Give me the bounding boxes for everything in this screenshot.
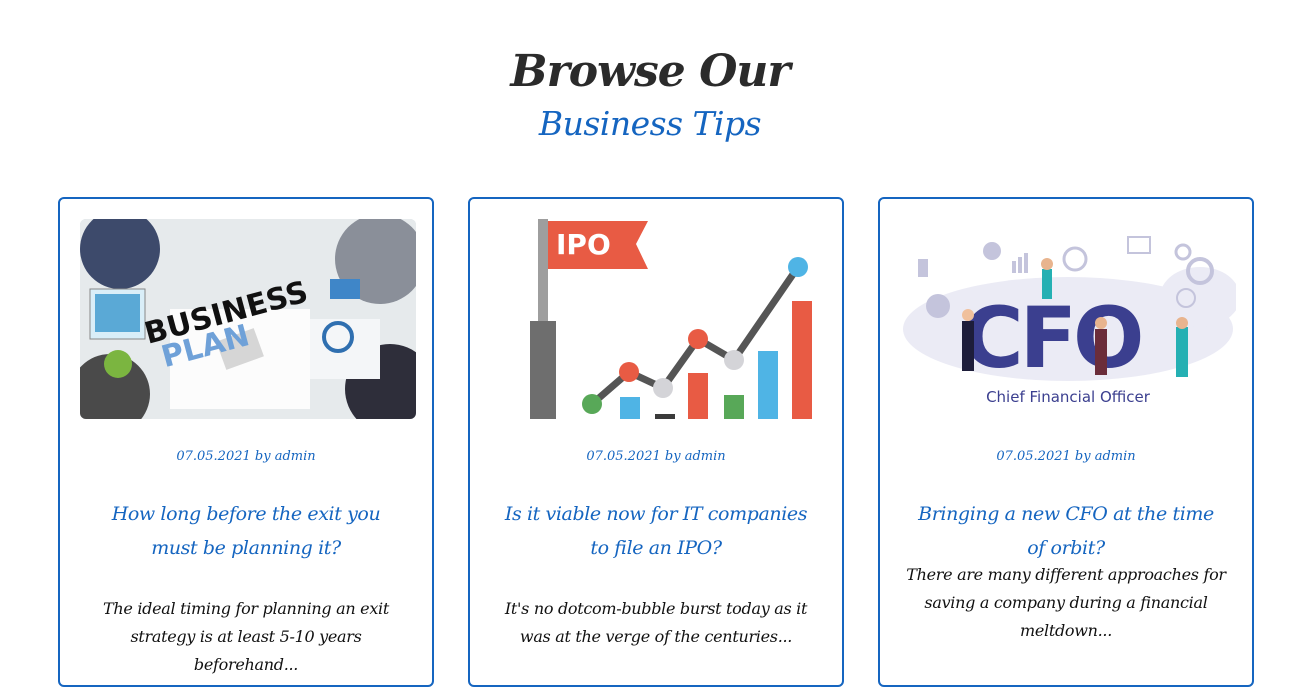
section-subtitle: Business Tips xyxy=(538,104,762,143)
post-title-link[interactable]: Is it viable now for IT companies to fil… xyxy=(504,503,808,559)
post-meta: 07.05.2021 by admin xyxy=(470,449,842,464)
post-by: by xyxy=(254,449,271,464)
post-card: CFO Chief Financial Officer 07.05.2021 b… xyxy=(878,197,1254,687)
post-meta: 07.05.2021 by admin xyxy=(60,449,432,464)
post-card: BUSINESS PLAN 07.05.2021 by admin How lo… xyxy=(58,197,434,687)
section-title: Browse Our xyxy=(510,46,790,97)
post-excerpt: It's no dotcom-bubble burst today as it … xyxy=(504,599,808,646)
post-date[interactable]: 07.05.2021 xyxy=(996,449,1071,464)
post-thumbnail-cfo[interactable]: CFO Chief Financial Officer xyxy=(900,219,1236,419)
post-card: IPO 07.05.2021 by admin Is it viable no xyxy=(468,197,844,687)
section-heading: Browse Our Business Tips xyxy=(0,0,1300,146)
post-by: by xyxy=(664,449,681,464)
post-date[interactable]: 07.05.2021 xyxy=(586,449,661,464)
post-excerpt: There are many different approaches for … xyxy=(906,565,1226,640)
post-date[interactable]: 07.05.2021 xyxy=(176,449,251,464)
post-by: by xyxy=(1074,449,1091,464)
cfo-caption: Chief Financial Officer xyxy=(986,388,1151,406)
post-author[interactable]: admin xyxy=(1094,449,1136,464)
post-author[interactable]: admin xyxy=(274,449,316,464)
post-thumbnail-ipo[interactable]: IPO xyxy=(490,219,826,419)
cfo-text: CFO xyxy=(962,289,1141,387)
post-author[interactable]: admin xyxy=(684,449,726,464)
post-title-link[interactable]: Bringing a new CFO at the time of orbit? xyxy=(918,503,1214,559)
post-meta: 07.05.2021 by admin xyxy=(880,449,1252,464)
post-title-link[interactable]: How long before the exit you must be pla… xyxy=(111,503,381,559)
ipo-text: IPO xyxy=(556,228,611,261)
post-thumbnail-business-plan[interactable]: BUSINESS PLAN xyxy=(80,219,416,419)
post-excerpt: The ideal timing for planning an exit st… xyxy=(103,599,389,674)
